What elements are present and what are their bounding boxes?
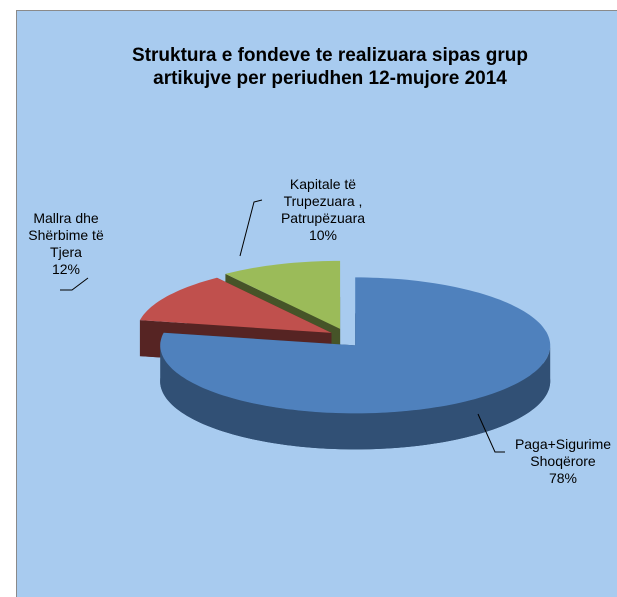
category-label: Kapitale të Trupezuara , Patrupëzuara bbox=[280, 176, 366, 226]
slice bbox=[139, 277, 332, 333]
slice-label: Paga+Sigurime Shoqërore 78% bbox=[497, 436, 617, 487]
category-label: Mallra dhe Shërbime të Tjera bbox=[28, 210, 104, 260]
value-label: 12% bbox=[51, 261, 81, 277]
category-label: Paga+Sigurime Shoqërore bbox=[514, 436, 612, 469]
leader-line bbox=[239, 199, 263, 257]
leader-line bbox=[477, 413, 505, 453]
slice bbox=[160, 277, 551, 414]
value-label: 78% bbox=[548, 470, 578, 486]
value-label: 10% bbox=[308, 227, 338, 243]
leader-line bbox=[60, 277, 89, 291]
slice bbox=[225, 260, 341, 329]
slice-side bbox=[160, 345, 551, 450]
chart-title: Struktura e fondeve te realizuara sipas … bbox=[132, 45, 528, 89]
slice-label: Mallra dhe Shërbime të Tjera 12% bbox=[20, 210, 112, 278]
slice-label: Kapitale të Trupezuara , Patrupëzuara 10% bbox=[258, 176, 388, 244]
